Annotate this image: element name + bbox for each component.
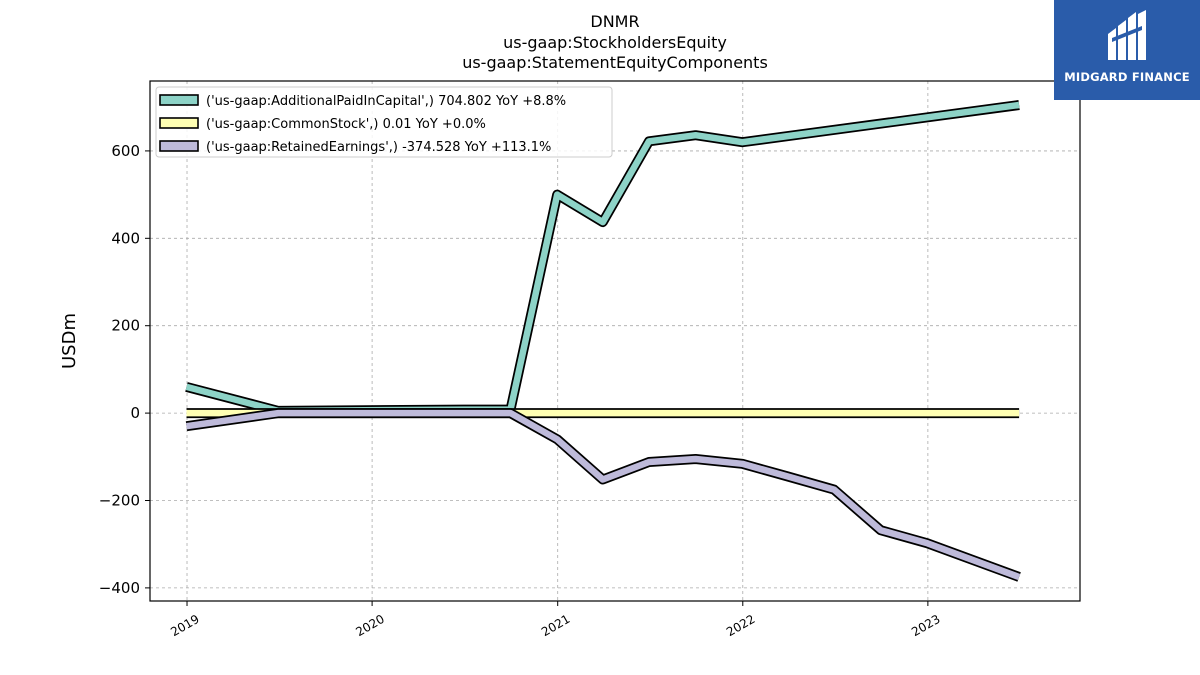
y-tick-label: 400 — [111, 229, 140, 247]
logo-mark-icon — [1108, 10, 1146, 60]
x-axis: 2019 2020 2021 2022 2023 — [168, 601, 943, 639]
y-axis-label: USDm — [59, 313, 80, 369]
x-tick-label: 2022 — [724, 612, 757, 639]
series-layer — [185, 100, 1021, 582]
legend-frame — [155, 86, 613, 158]
legend-swatch-1 — [159, 117, 199, 129]
plot-frame — [149, 80, 1081, 602]
legend-label-0: ('us-gaap:AdditionalPaidInCapital',) 704… — [206, 94, 566, 109]
x-tick-label: 2023 — [909, 612, 942, 639]
x-tick-label: 2020 — [353, 612, 386, 639]
series-line-2 — [186, 409, 1021, 581]
y-tick-label: −400 — [99, 579, 140, 597]
legend-label-1: ('us-gaap:CommonStock',) 0.01 YoY +0.0% — [206, 117, 486, 132]
y-tick-label: −200 — [99, 491, 140, 509]
chart-title-line-3: us-gaap:StatementEquityComponents — [462, 53, 768, 72]
y-tick-label: 0 — [130, 404, 140, 422]
chart-title-line-2: us-gaap:StockholdersEquity — [503, 33, 727, 52]
y-tick-label: 600 — [111, 142, 140, 160]
legend-swatch-2 — [159, 140, 199, 152]
x-tick-label: 2021 — [539, 612, 572, 639]
grid — [150, 81, 1080, 601]
x-tick-label: 2019 — [168, 612, 201, 639]
logo-text: MIDGARD FINANCE — [1064, 70, 1190, 84]
y-axis: −400 −200 0 200 400 600 — [99, 142, 150, 597]
chart-title: DNMR us-gaap:StockholdersEquity us-gaap:… — [462, 12, 768, 72]
legend: ('us-gaap:AdditionalPaidInCapital',) 704… — [155, 86, 613, 158]
legend-swatch-0 — [159, 94, 199, 106]
series-line-outline-2 — [185, 408, 1021, 582]
legend-label-2: ('us-gaap:RetainedEarnings',) -374.528 Y… — [206, 140, 551, 155]
brand-logo: MIDGARD FINANCE — [1054, 0, 1200, 100]
y-tick-label: 200 — [111, 317, 140, 335]
chart-title-line-1: DNMR — [590, 12, 639, 31]
